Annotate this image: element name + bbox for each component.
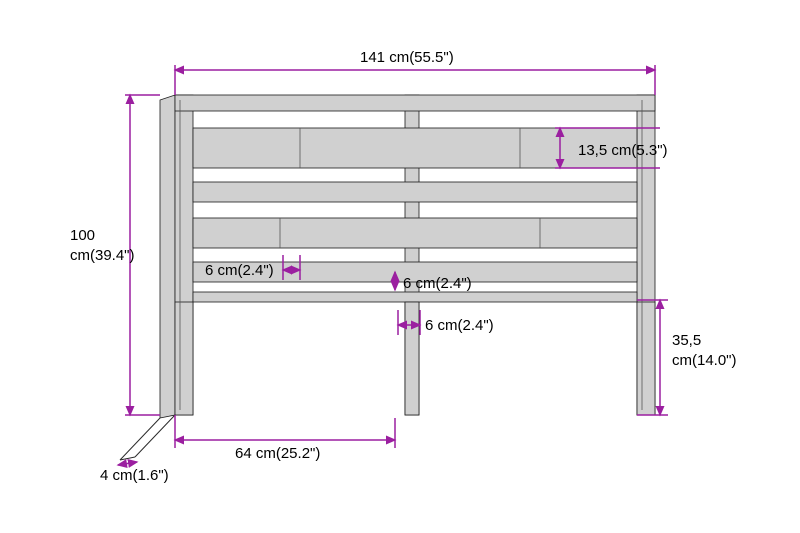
dim-left-height-label: cm(39.4") bbox=[70, 247, 135, 264]
svg-text:100: 100 bbox=[70, 227, 95, 244]
dim-gap-3-label: 6 cm(2.4") bbox=[425, 317, 494, 334]
headboard-object bbox=[118, 95, 655, 465]
dim-half-width-label: 64 cm(25.2") bbox=[235, 445, 320, 462]
dim-gap-1-label: 6 cm(2.4") bbox=[205, 262, 274, 279]
dim-gap-2: 6 cm(2.4") bbox=[395, 272, 472, 292]
dim-depth-label: 4 cm(1.6") bbox=[100, 467, 169, 484]
dim-left-height: 100 cm(39.4") bbox=[70, 95, 160, 415]
dim-half-width: 64 cm(25.2") bbox=[175, 415, 395, 462]
svg-text:35,5: 35,5 bbox=[672, 332, 701, 349]
dim-slat-height-label: 13,5 cm(5.3") bbox=[578, 142, 668, 159]
dim-top-width-label: 141 cm(55.5") bbox=[360, 49, 454, 66]
drawing-canvas: 141 cm(55.5") 100 cm(39.4") 13,5 cm(5.3"… bbox=[0, 0, 800, 533]
dim-gap-2-label: 6 cm(2.4") bbox=[403, 275, 472, 292]
dim-bottom-clear-label: cm(14.0") bbox=[672, 352, 737, 369]
dim-top-width: 141 cm(55.5") bbox=[175, 49, 655, 95]
